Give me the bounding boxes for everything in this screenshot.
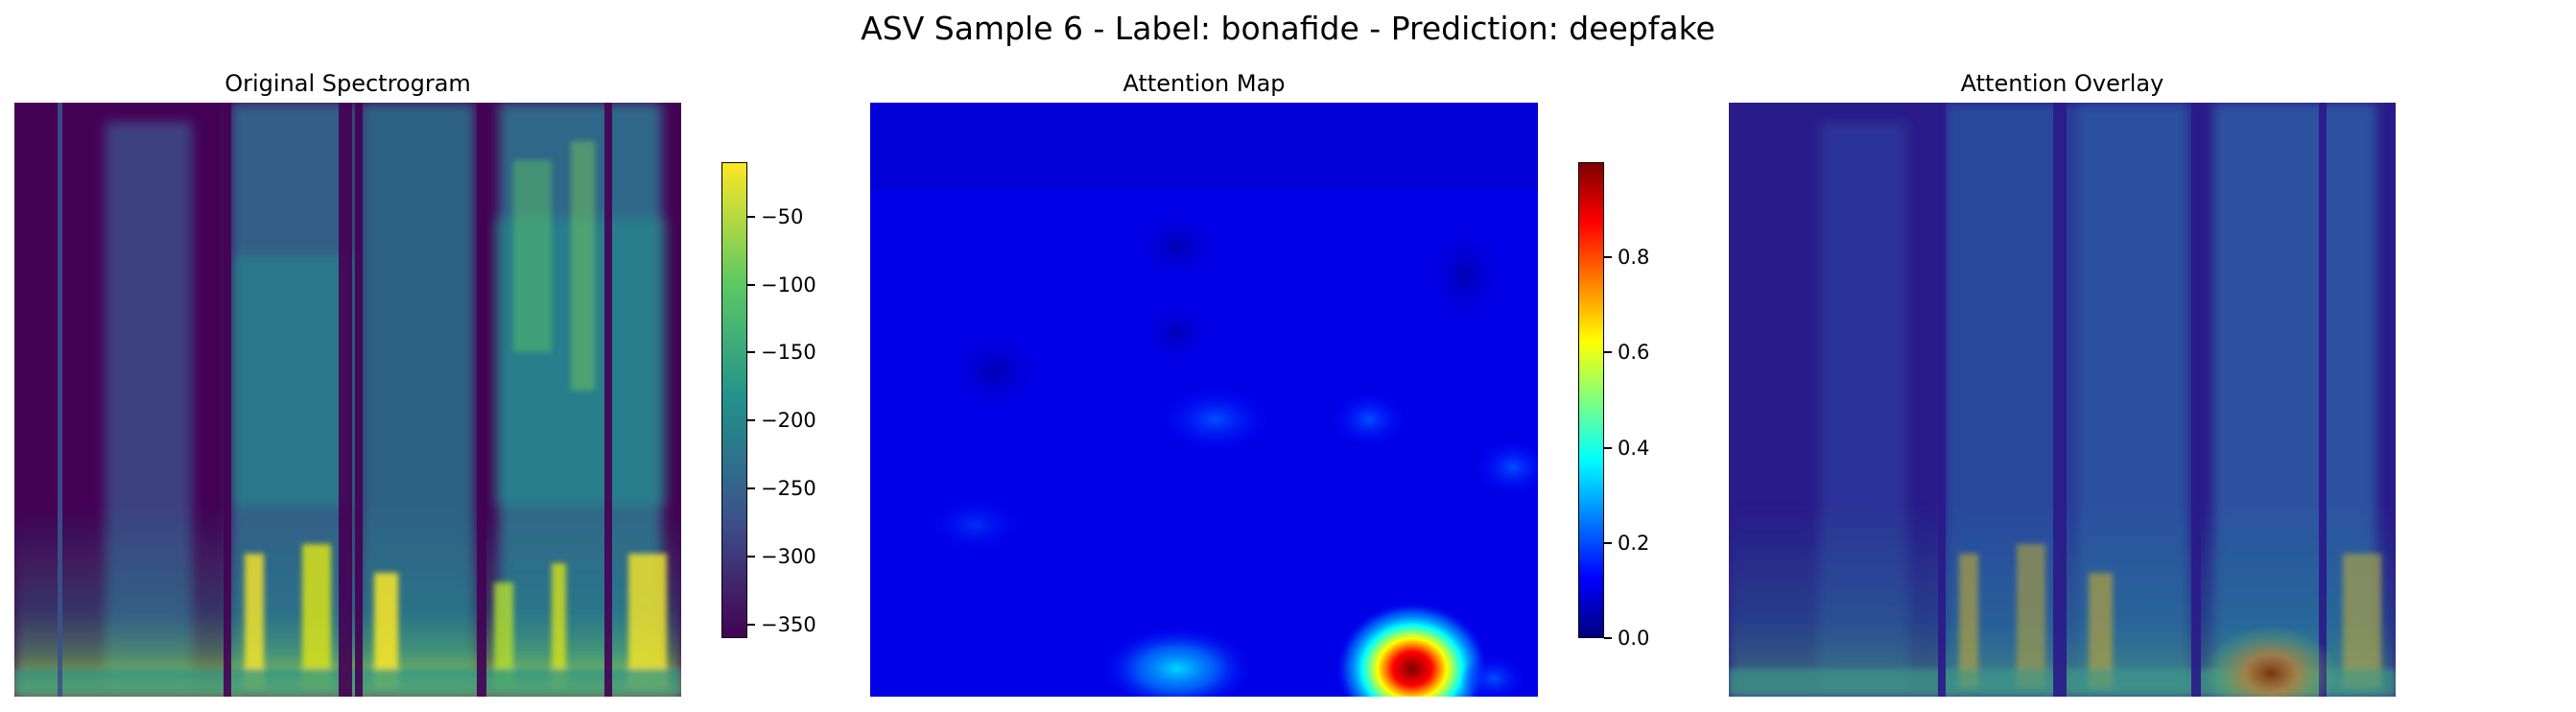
spectrogram-colorbar-tick-label: −300 xyxy=(761,544,816,568)
attention-map-colorbar xyxy=(1578,162,1604,638)
attention-overlay-title: Attention Overlay xyxy=(1960,70,2164,97)
spectrogram-colorbar-tick-label: −50 xyxy=(761,204,804,228)
attention-colorbar-tick-label: 0.4 xyxy=(1618,436,1650,460)
attention-colorbar-tick-mark xyxy=(1604,446,1612,449)
attention-colorbar-tick-label: 0.6 xyxy=(1618,341,1650,365)
spectrogram-colorbar-tick-mark xyxy=(747,419,755,422)
spectrogram-colorbar-tick-mark xyxy=(747,351,755,354)
spectrogram-colorbar-tick-label: −350 xyxy=(761,612,816,636)
spectrogram-colorbar-tick-mark xyxy=(747,623,755,626)
attention-colorbar-tick-mark xyxy=(1604,351,1612,354)
spectrogram-colorbar-tick-mark xyxy=(747,487,755,490)
attention-colorbar-tick-mark xyxy=(1604,637,1612,639)
spectrogram-title: Original Spectrogram xyxy=(225,70,471,97)
attention-overlay-image xyxy=(1729,103,2396,697)
attention-colorbar-tick-label: 0.0 xyxy=(1618,627,1650,650)
spectrogram-image xyxy=(14,103,681,697)
attention-colorbar-tick-mark xyxy=(1604,256,1612,259)
spectrogram-colorbar-tick-label: −250 xyxy=(761,477,816,501)
attention-colorbar-tick-label: 0.8 xyxy=(1618,246,1650,270)
attention-colorbar-tick-mark xyxy=(1604,541,1612,544)
spectrogram-colorbar-tick-mark xyxy=(747,215,755,218)
attention-map-title: Attention Map xyxy=(1123,70,1286,97)
spectrogram-colorbar-tick-label: −150 xyxy=(761,341,816,365)
spectrogram-colorbar xyxy=(721,162,747,638)
attention-map-image xyxy=(870,103,1538,697)
spectrogram-colorbar-tick-label: −200 xyxy=(761,409,816,433)
figure-suptitle: ASV Sample 6 - Label: bonafide - Predict… xyxy=(861,10,1715,47)
spectrogram-colorbar-tick-mark xyxy=(747,283,755,286)
spectrogram-colorbar-tick-mark xyxy=(747,555,755,558)
spectrogram-colorbar-tick-label: −100 xyxy=(761,273,816,297)
attention-colorbar-tick-label: 0.2 xyxy=(1618,531,1650,555)
